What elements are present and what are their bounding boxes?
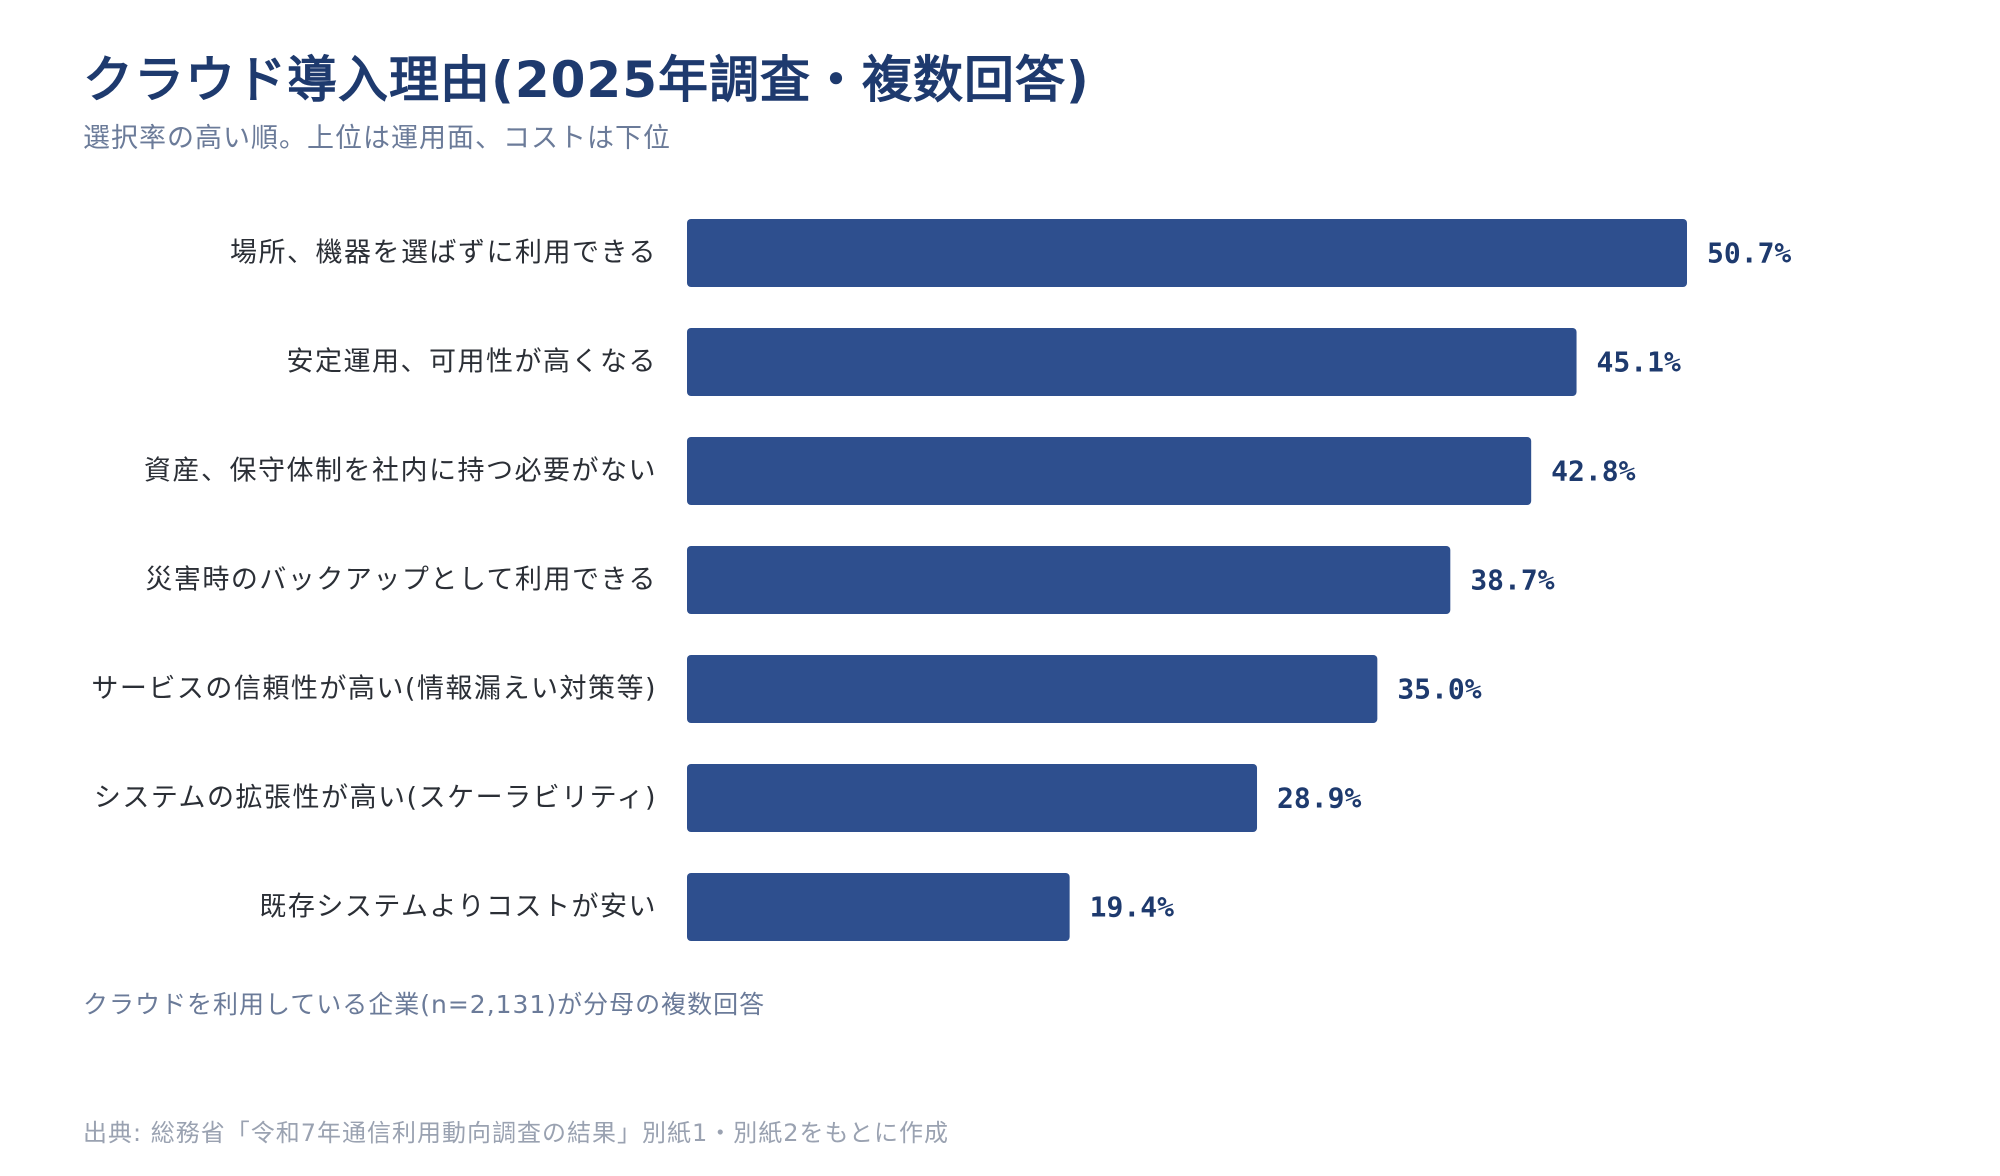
category-label-5: システムの拡張性が高い(スケーラビリティ) [94,783,657,814]
category-label-1: 安定運用、可用性が高くなる [287,347,658,378]
chart-subtitle: 選択率の高い順。上位は運用面、コストは下位 [83,123,671,154]
value-label-6: 19.4% [1090,891,1174,924]
bar-6 [687,873,1070,941]
category-label-6: 既存システムよりコストが安い [259,892,657,923]
source-credit: 出典: 総務省「令和7年通信利用動向調査の結果」別紙1・別紙2をもとに作成 [83,1119,950,1147]
category-label-0: 場所、機器を選ばずに利用できる [230,238,657,269]
bar-series [687,219,1687,941]
value-label-4: 35.0% [1397,673,1481,706]
category-label-2: 資産、保守体制を社内に持つ必要がない [144,456,657,487]
value-labels: 50.7% 45.1% 42.8% 38.7% 35.0% 28.9% 19.4% [1090,237,1792,924]
bar-chart: 場所、機器を選ばずに利用できる安定運用、可用性が高くなる資産、保守体制を社内に持… [91,219,1792,941]
bar-5 [687,764,1258,832]
bar-3 [687,546,1451,614]
category-label-3: 災害時のバックアップとして利用できる [145,565,657,596]
chart-title: クラウド導入理由(2025年調査・複数回答) [83,51,1090,109]
chart-note: クラウドを利用している企業(n=2,131)が分母の複数回答 [83,990,766,1019]
category-labels: 場所、機器を選ばずに利用できる安定運用、可用性が高くなる資産、保守体制を社内に持… [91,238,658,923]
bar-1 [687,328,1577,396]
bar-2 [687,437,1532,505]
value-label-2: 42.8% [1551,455,1635,488]
value-label-3: 38.7% [1470,564,1554,597]
bar-4 [687,655,1378,723]
value-label-5: 28.9% [1277,782,1361,815]
bar-0 [687,219,1687,287]
category-label-4: サービスの信頼性が高い(情報漏えい対策等) [91,674,657,705]
value-label-1: 45.1% [1597,346,1681,379]
value-label-0: 50.7% [1707,237,1791,270]
